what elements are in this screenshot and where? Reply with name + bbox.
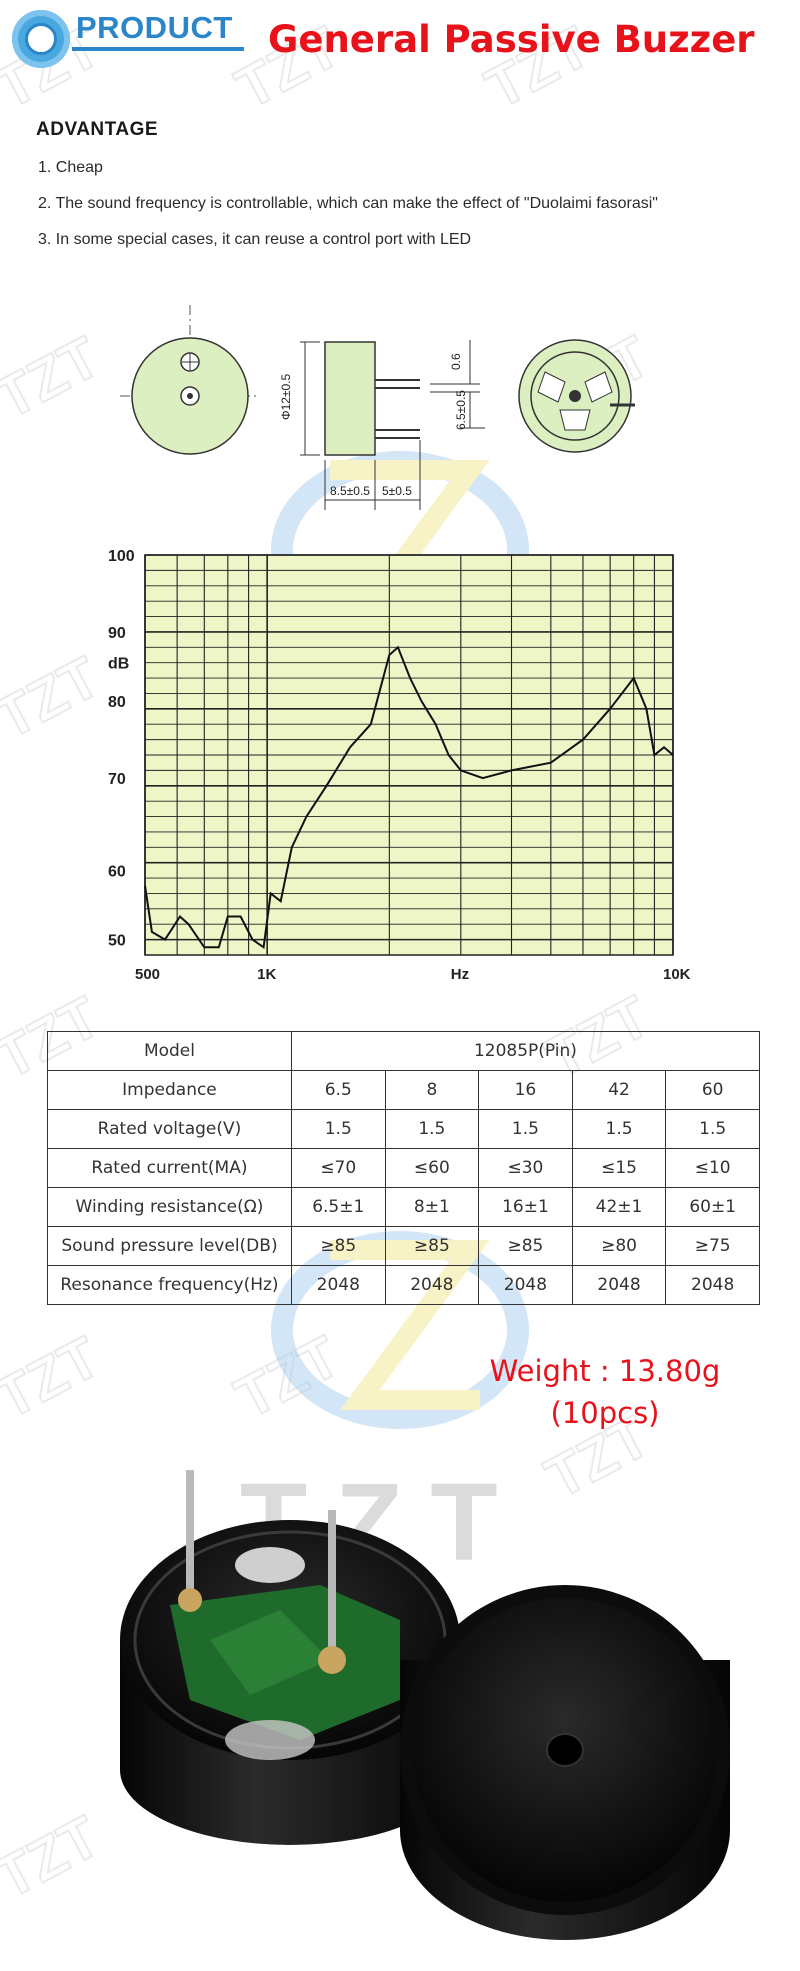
pin-pitch-label: 5±0.5 xyxy=(382,484,412,498)
spec-table: Model 12085P(Pin) Impedance 6.5 8 16 42 60 Rat… xyxy=(47,1031,761,1305)
svg-text:TZT: TZT xyxy=(0,644,110,751)
logo-text: PRODUCT xyxy=(76,10,233,45)
table-row: Resonance frequency(Hz) 2048 2048 2048 2048 2… xyxy=(47,1265,760,1305)
top-view-diagram xyxy=(120,305,260,455)
table-cell: 16±1 xyxy=(478,1187,573,1227)
table-cell: ≥85 xyxy=(478,1226,573,1266)
table-cell: 1.5 xyxy=(384,1109,480,1149)
svg-text:TZT: TZT xyxy=(0,1804,110,1911)
row-label: Rated voltage(V) xyxy=(47,1109,292,1149)
buzzer-with-pins xyxy=(120,1470,460,1845)
bottom-view-diagram xyxy=(518,339,635,453)
table-cell: 60±1 xyxy=(665,1187,760,1227)
table-cell: 16 xyxy=(478,1070,573,1110)
table-cell: 2048 xyxy=(478,1265,573,1305)
table-cell: 8 xyxy=(384,1070,480,1110)
diameter-label: Φ12±0.5 xyxy=(279,373,293,420)
advantage-item: 2. The sound frequency is controllable, … xyxy=(38,195,658,212)
table-row: Rated current(MA) ≤70 ≤60 ≤30 ≤15 ≤10 xyxy=(47,1148,760,1188)
y-tick-label: 80 xyxy=(108,694,126,711)
row-label: Winding resistance(Ω) xyxy=(47,1187,292,1227)
table-cell: 2048 xyxy=(384,1265,480,1305)
table-row: Winding resistance(Ω) 6.5±1 8±1 16±1 42±1 60±… xyxy=(47,1187,760,1227)
weight-note: Weight : 13.80g (10pcs) xyxy=(470,1350,740,1434)
table-cell: 2048 xyxy=(665,1265,760,1305)
table-cell: ≥80 xyxy=(571,1226,667,1266)
x-tick-label: 1K xyxy=(257,966,276,983)
table-cell: 42±1 xyxy=(571,1187,667,1227)
x-tick-label: 500 xyxy=(135,966,160,983)
table-cell: 6.5 xyxy=(290,1070,386,1110)
frequency-response-chart: 100 90 dB 80 70 60 50 500 1K Hz 10K xyxy=(108,548,690,983)
weight-count: (10pcs) xyxy=(550,1396,660,1430)
table-cell: 8±1 xyxy=(384,1187,480,1227)
logo-underline xyxy=(72,47,244,51)
table-cell: 1.5 xyxy=(478,1109,573,1149)
svg-text:TZT: TZT xyxy=(226,1324,350,1431)
table-cell: ≤70 xyxy=(290,1148,386,1188)
table-cell: ≤10 xyxy=(665,1148,760,1188)
weight-line: Weight : 13.80g xyxy=(489,1354,721,1388)
page-title: General Passive Buzzer xyxy=(268,18,755,61)
x-tick-label: 10K xyxy=(663,966,690,983)
product-logo-icon xyxy=(12,10,70,68)
row-label: Rated current(MA) xyxy=(47,1148,292,1188)
table-cell: 42 xyxy=(571,1070,667,1110)
table-cell: 1.5 xyxy=(290,1109,386,1149)
y-tick-label: 100 xyxy=(108,548,135,565)
table-cell: ≤30 xyxy=(478,1148,573,1188)
table-cell: ≤15 xyxy=(571,1148,667,1188)
table-cell: ≥85 xyxy=(384,1226,480,1266)
advantage-heading: ADVANTAGE xyxy=(36,119,159,140)
advantage-item: 3. In some special cases, it can reuse a… xyxy=(38,231,472,248)
table-cell: 1.5 xyxy=(571,1109,667,1149)
row-label: Sound pressure level(DB) xyxy=(47,1226,292,1266)
table-row: Impedance 6.5 8 16 42 60 xyxy=(47,1070,760,1110)
y-tick-label: 60 xyxy=(108,863,126,880)
table-header-row: Model 12085P(Pin) xyxy=(47,1031,761,1071)
table-cell: 1.5 xyxy=(665,1109,760,1149)
height-label: 6.5±0.5 xyxy=(454,390,468,430)
body-width-label: 8.5±0.5 xyxy=(330,484,370,498)
row-label: Impedance xyxy=(47,1070,292,1110)
header-model-value: 12085P(Pin) xyxy=(290,1031,761,1071)
table-cell: 6.5±1 xyxy=(290,1187,386,1227)
table-cell: ≥75 xyxy=(665,1226,760,1266)
dimension-drawing: Φ12±0.5 8.5±0.5 5±0.5 0.6 6.5±0.5 xyxy=(120,305,635,510)
table-cell: 2048 xyxy=(571,1265,667,1305)
x-tick-label: Hz xyxy=(451,966,469,983)
advantage-item: 1. Cheap xyxy=(38,159,103,176)
page-header: PRODUCT General Passive Buzzer xyxy=(0,0,800,80)
y-tick-label: dB xyxy=(108,656,129,673)
table-row: Rated voltage(V) 1.5 1.5 1.5 1.5 1.5 xyxy=(47,1109,760,1149)
svg-text:TZT: TZT xyxy=(0,1324,110,1431)
table-cell: 2048 xyxy=(290,1265,386,1305)
table-cell: ≤60 xyxy=(384,1148,480,1188)
y-tick-label: 90 xyxy=(108,625,126,642)
response-curve xyxy=(144,645,674,950)
product-photo xyxy=(120,1470,730,1940)
pin-offset-label: 0.6 xyxy=(449,353,463,370)
svg-text:TZT: TZT xyxy=(0,324,110,431)
y-tick-label: 50 xyxy=(108,933,126,950)
buzzer-front-face xyxy=(400,1585,730,1940)
table-row: Sound pressure level(DB) ≥85 ≥85 ≥85 ≥80 ≥75 xyxy=(47,1226,760,1266)
table-cell: ≥85 xyxy=(290,1226,386,1266)
side-view-diagram: Φ12±0.5 8.5±0.5 5±0.5 0.6 6.5±0.5 xyxy=(279,340,485,510)
table-cell: 60 xyxy=(665,1070,760,1110)
row-label: Resonance frequency(Hz) xyxy=(47,1265,292,1305)
y-tick-label: 70 xyxy=(108,771,126,788)
header-model-label: Model xyxy=(47,1031,292,1071)
